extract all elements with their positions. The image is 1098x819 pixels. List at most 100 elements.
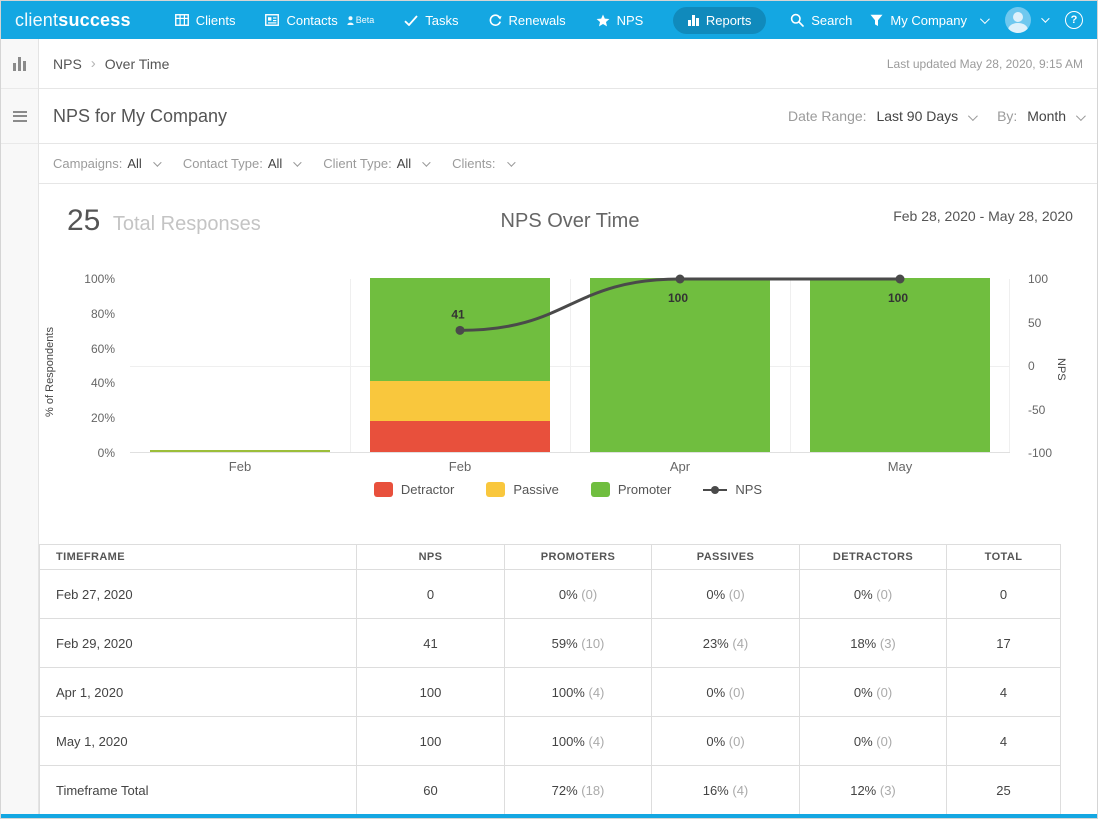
- contact-type-filter[interactable]: Contact Type: All: [183, 156, 302, 171]
- app-logo[interactable]: clientsuccess: [15, 10, 131, 31]
- table-row: Feb 29, 2020 41 59% (10) 23% (4) 18% (3)…: [39, 618, 1061, 668]
- gridline: [350, 279, 351, 452]
- by-dropdown[interactable]: By: Month: [997, 108, 1086, 124]
- y-tick-right: -50: [1028, 402, 1046, 417]
- avatar[interactable]: [1005, 7, 1031, 33]
- y-tick-right: -100: [1028, 446, 1053, 460]
- nps-chart-section: 25 Total Responses NPS Over Time Feb 28,…: [39, 184, 1097, 544]
- legend-label: Passive: [513, 482, 559, 497]
- cell-nps: 100: [356, 716, 505, 766]
- cell-passives: 0% (0): [651, 716, 800, 766]
- search-label: Search: [811, 12, 853, 28]
- nav-item-clients[interactable]: Clients: [174, 12, 236, 28]
- bar-segment-promoter[interactable]: [589, 278, 771, 452]
- bar-segment-promoter[interactable]: [809, 278, 991, 452]
- legend-item-nps[interactable]: NPS: [703, 482, 762, 497]
- nav-item-label: Reports: [705, 12, 752, 28]
- chevron-down-icon: [506, 157, 516, 167]
- nav-item-reports[interactable]: Reports: [673, 6, 767, 34]
- nps-point[interactable]: [675, 274, 685, 284]
- gridline: [570, 279, 571, 452]
- funnel-icon: [870, 14, 883, 27]
- refresh-icon: [489, 13, 502, 27]
- client-type-filter[interactable]: Client Type: All: [323, 156, 431, 171]
- nps-data-table: TIMEFRAME NPS PROMOTERS PASSIVES DETRACT…: [39, 544, 1061, 815]
- nav-item-tasks[interactable]: Tasks: [404, 12, 459, 28]
- date-range-dropdown[interactable]: Date Range: Last 90 Days: [788, 108, 978, 124]
- total-responses-value: 25: [67, 204, 101, 237]
- legend-label: Promoter: [617, 482, 672, 497]
- clients-filter[interactable]: Clients:: [452, 156, 516, 171]
- bar-segment-detractor[interactable]: [369, 420, 551, 452]
- nps-point[interactable]: [455, 325, 465, 335]
- cell-promoters: 0% (0): [504, 569, 652, 619]
- total-responses-label: Total Responses: [112, 213, 261, 235]
- col-header-detractors: DETRACTORS: [799, 544, 947, 570]
- sidebar-item-menu[interactable]: [1, 89, 38, 144]
- campaigns-filter[interactable]: Campaigns: All: [53, 156, 162, 171]
- chart-title: NPS Over Time: [500, 210, 640, 232]
- filter-label: Client Type:: [323, 156, 392, 171]
- cell-detractors: 18% (3): [799, 618, 947, 668]
- bar-chart-icon: [13, 56, 26, 71]
- col-header-total: TOTAL: [946, 544, 1061, 570]
- bar-segment-passive[interactable]: [369, 380, 551, 421]
- beta-label: Beta: [355, 15, 375, 25]
- breadcrumb-separator-icon: ›: [90, 55, 96, 72]
- cell-passives: 23% (4): [651, 618, 800, 668]
- left-sidebar: [1, 39, 39, 816]
- filter-label: Clients:: [452, 156, 496, 171]
- help-icon[interactable]: ?: [1065, 11, 1083, 29]
- table-row-total: Timeframe Total 60 72% (18) 16% (4) 12% …: [39, 765, 1061, 815]
- nps-chart: % of Respondents NPS 100% 80% 60% 40% 20% 0% …: [39, 248, 1097, 474]
- cell-timeframe: Feb 27, 2020: [39, 569, 357, 619]
- grid-icon: [174, 14, 189, 26]
- y-tick-right: 0: [1028, 359, 1035, 373]
- company-filter-dropdown[interactable]: My Company: [870, 13, 990, 28]
- breadcrumb-row: NPS › Over Time Last updated May 28, 202…: [39, 39, 1097, 89]
- cell-nps: 100: [356, 667, 505, 717]
- x-axis-label: May: [887, 459, 913, 474]
- cell-detractors: 0% (0): [799, 569, 947, 619]
- breadcrumb-parent[interactable]: NPS: [53, 55, 82, 72]
- cell-promoters: 100% (4): [504, 716, 652, 766]
- sidebar-item-reports[interactable]: [1, 39, 38, 89]
- cell-promoters: 72% (18): [504, 765, 652, 815]
- report-header-row: NPS for My Company Date Range: Last 90 D…: [39, 89, 1097, 144]
- chevron-down-icon: [979, 13, 990, 24]
- nps-point[interactable]: [895, 274, 905, 284]
- y-tick-left: 80%: [90, 306, 115, 321]
- cell-total: 4: [946, 667, 1061, 717]
- bottom-accent-bar: [1, 814, 1097, 818]
- check-icon: [404, 14, 418, 26]
- total-responses: 25 Total Responses: [67, 204, 402, 238]
- legend-item-detractor[interactable]: Detractor: [373, 482, 454, 497]
- cell-total: 4: [946, 716, 1061, 766]
- nav-item-label: Renewals: [508, 12, 566, 28]
- nav-item-label: Clients: [195, 12, 236, 28]
- nav-item-renewals[interactable]: Renewals: [489, 13, 566, 28]
- cell-timeframe: Feb 29, 2020: [39, 618, 357, 668]
- cell-detractors: 0% (0): [799, 716, 947, 766]
- filters-row: Campaigns: All Contact Type: All Client …: [39, 144, 1097, 184]
- legend-item-passive[interactable]: Passive: [486, 482, 559, 497]
- nav-item-label: Contacts: [286, 12, 338, 28]
- beta-badge: Beta: [347, 15, 375, 25]
- nav-item-nps[interactable]: NPS: [596, 13, 643, 28]
- nav-item-label: Tasks: [425, 12, 459, 28]
- chevron-down-icon[interactable]: [1041, 14, 1050, 23]
- legend-line-marker-icon: [703, 485, 728, 494]
- chart-legend: Detractor Passive Promoter NPS: [39, 482, 1097, 497]
- cell-passives: 0% (0): [651, 667, 800, 717]
- nav-item-contacts[interactable]: Contacts Beta: [265, 13, 374, 28]
- search-button[interactable]: Search: [790, 13, 852, 28]
- bar-segment-empty[interactable]: [149, 450, 331, 452]
- by-label: By:: [997, 108, 1018, 124]
- gridline: [790, 279, 791, 452]
- legend-item-promoter[interactable]: Promoter: [590, 482, 672, 497]
- nps-point-label: 100: [888, 291, 908, 305]
- col-header-passives: PASSIVES: [651, 544, 800, 570]
- col-header-nps: NPS: [356, 544, 505, 570]
- gridline: [1009, 279, 1010, 452]
- cell-nps: 41: [356, 618, 505, 668]
